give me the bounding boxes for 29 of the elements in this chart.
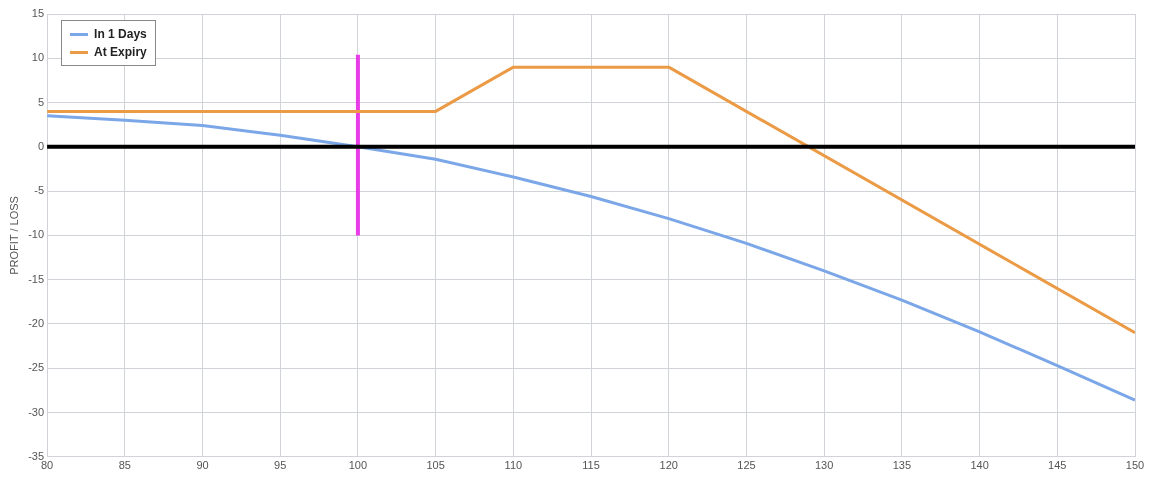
x-tick-label: 95 (274, 459, 287, 472)
x-tick-label: 125 (737, 459, 756, 472)
x-tick-label: 150 (1125, 459, 1145, 472)
x-tick-label: 135 (892, 459, 912, 472)
x-tick-label: 140 (970, 459, 989, 472)
y-tick-label: 0 (37, 139, 45, 152)
x-tick-label: 85 (118, 459, 131, 472)
x-tick-label: 105 (426, 459, 445, 472)
y-tick-label: 15 (31, 7, 45, 20)
y-tick-label: 5 (37, 95, 45, 108)
y-axis-title: PROFIT / LOSS (7, 196, 20, 275)
x-tick-label: 130 (814, 459, 834, 472)
x-tick-label: 110 (504, 459, 523, 472)
x-tick-label: 120 (659, 459, 678, 472)
x-tick-label: 80 (40, 459, 54, 472)
x-tick-label: 115 (582, 459, 600, 472)
legend-label: At Expiry (94, 44, 147, 61)
y-tick-label: -20 (28, 316, 45, 329)
y-tick-label: -15 (28, 272, 45, 285)
legend-label: In 1 Days (94, 26, 147, 43)
x-tick-label: 100 (348, 459, 368, 472)
y-tick-label: -35 (28, 449, 45, 462)
y-tick-label: -25 (28, 361, 45, 374)
y-tick-label: -10 (28, 228, 45, 241)
x-tick-label: 90 (196, 459, 209, 472)
y-tick-label: 10 (31, 51, 45, 64)
y-tick-label: -30 (28, 405, 45, 418)
x-tick-label: 145 (1048, 459, 1067, 472)
y-tick-label: -5 (34, 184, 45, 197)
